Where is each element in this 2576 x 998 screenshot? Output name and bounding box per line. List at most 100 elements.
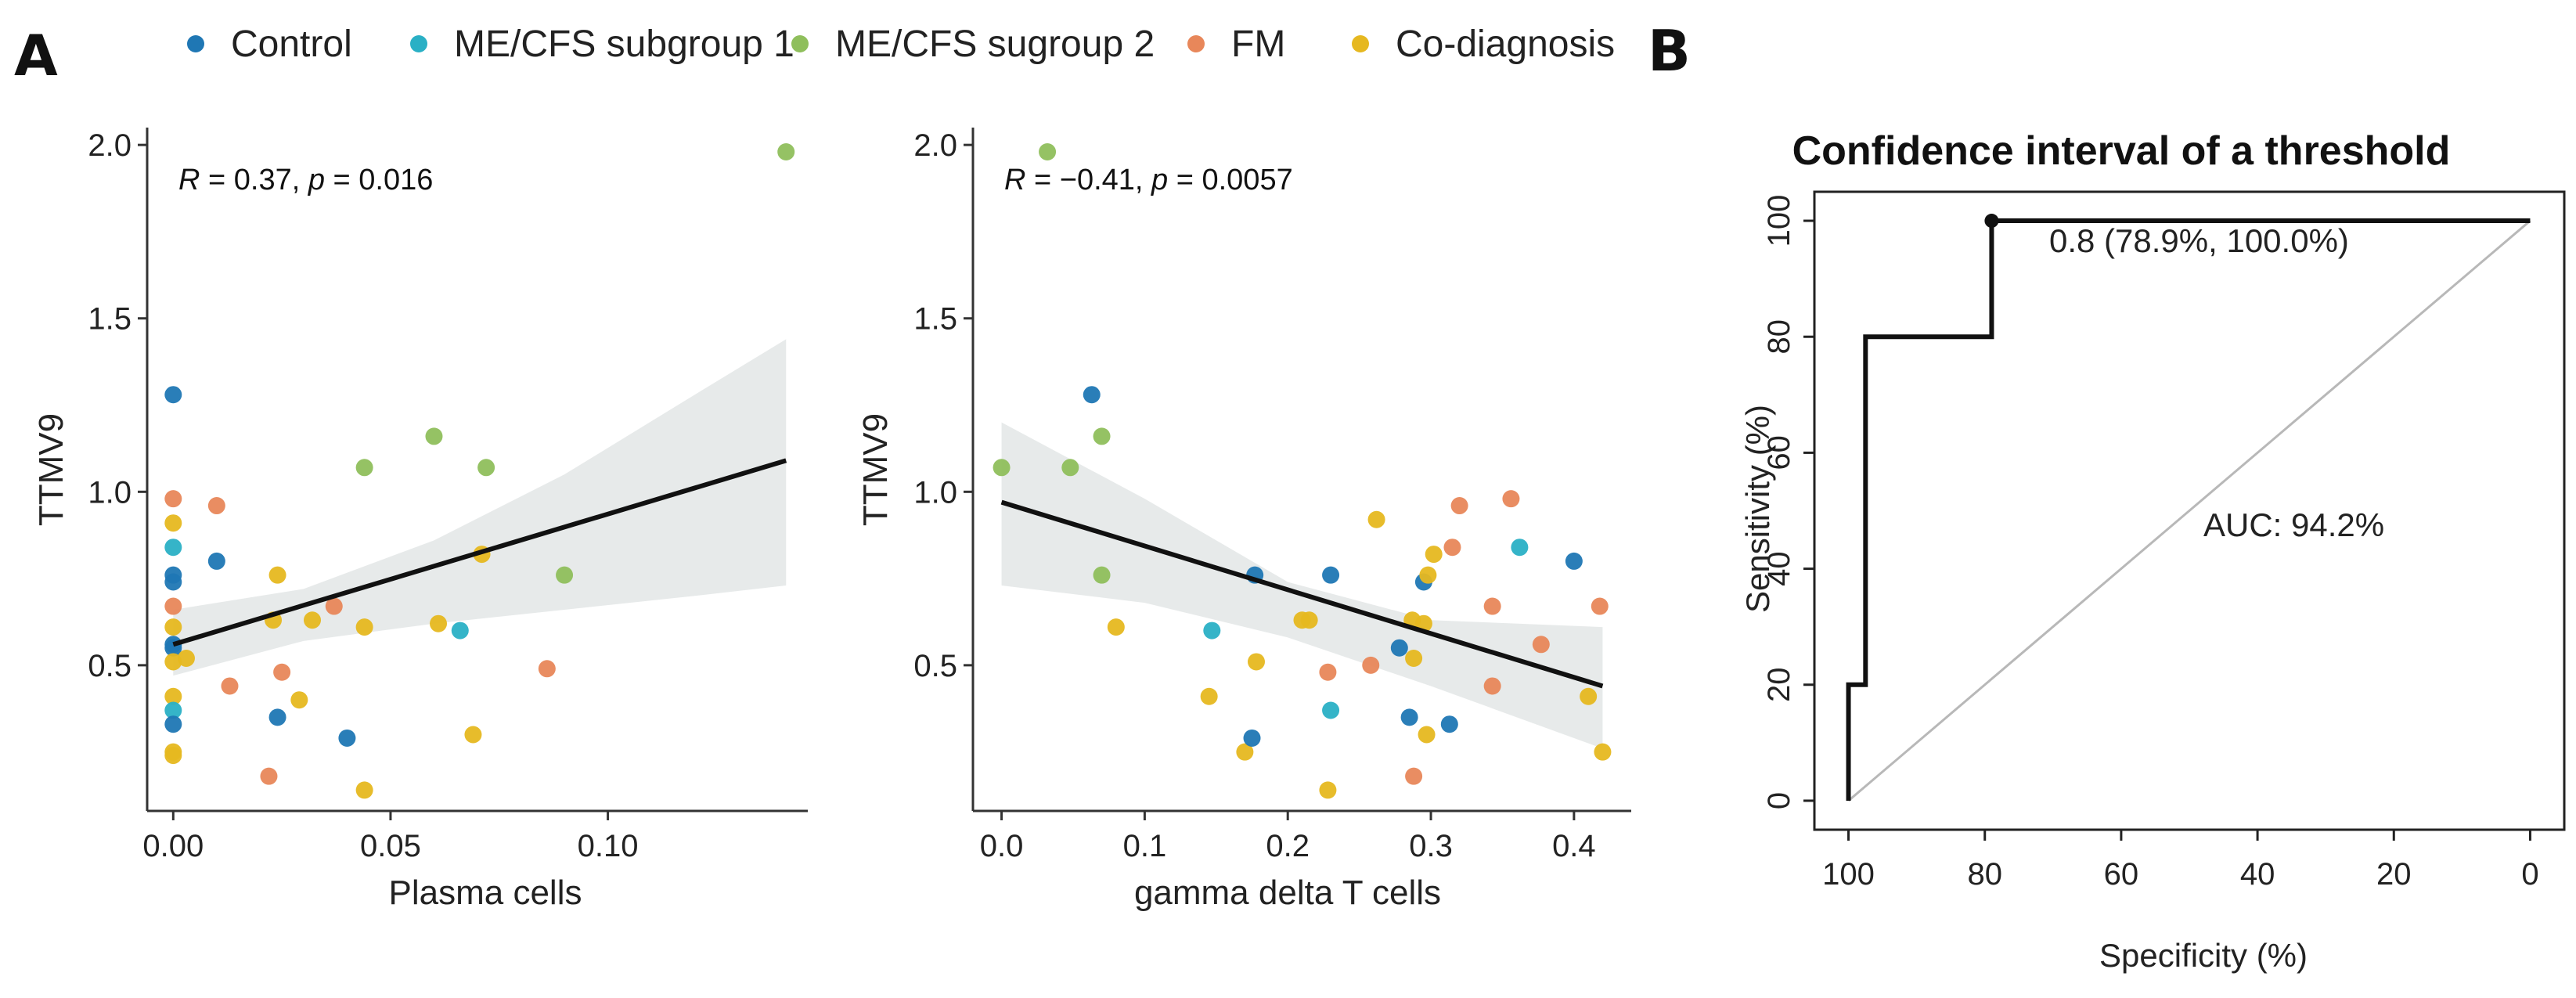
scatter2-point <box>1236 743 1254 761</box>
scatter-plot-gamma-delta: 0.5 1.0 1.5 2.0 0.0 0.1 0.2 0.3 0.4 R = −0.41, p… <box>856 128 1631 912</box>
scatter1-fit-line <box>172 458 787 647</box>
scatter1-point <box>164 573 182 591</box>
roc-threshold-point <box>1984 214 1999 229</box>
scatter1-point <box>338 729 356 747</box>
roc-plot: Confidence interval of a threshold 100 80… <box>1739 128 2566 974</box>
scatter2-confidence-band <box>1001 422 1603 749</box>
scatter1-x-tick-label: 0.00 <box>142 829 204 863</box>
scatter1-annotation: R = 0.37, p = 0.016 <box>178 164 433 196</box>
scatter2-point <box>1400 708 1418 726</box>
roc-y-tick-label: 80 <box>1762 319 1796 355</box>
scatter1-point <box>556 566 574 584</box>
scatter2-point <box>1203 621 1221 640</box>
scatter2-y-axis-title: TTMV9 <box>856 413 895 526</box>
scatter1-y-tick-label: 1.0 <box>88 475 132 510</box>
scatter1-point <box>177 650 195 668</box>
scatter2-y-tick-label: 0.5 <box>913 649 957 683</box>
scatter1-point <box>164 701 182 719</box>
scatter1-point <box>260 767 278 785</box>
scatter2-point <box>1362 656 1380 674</box>
scatter1-y-tick-label: 0.5 <box>88 649 132 683</box>
scatter1-point <box>304 611 321 629</box>
scatter2-p-value: = 0.0057 <box>1168 164 1293 196</box>
scatter1-point <box>451 621 469 640</box>
scatter2-point <box>1322 566 1340 584</box>
scatter1-point <box>477 459 495 477</box>
scatter2-y-tick-label: 1.0 <box>913 475 957 510</box>
panel-a-label: A <box>14 23 58 88</box>
scatter2-point <box>1367 510 1385 528</box>
scatter2-point <box>1594 743 1612 761</box>
panel-b-label: B <box>1648 18 1691 84</box>
roc-reference-diagonal <box>1847 219 2531 802</box>
scatter1-point <box>207 552 225 570</box>
scatter2-r-value: = −0.41, <box>1025 164 1151 196</box>
scatter2-point <box>1419 566 1437 584</box>
scatter2-point <box>1319 781 1337 799</box>
scatter2-point <box>1591 597 1609 615</box>
roc-y-tick-label: 40 <box>1762 551 1796 586</box>
scatter1-point <box>425 427 443 445</box>
legend-swatch-3 <box>1187 35 1205 52</box>
scatter2-y-tick-label: 1.5 <box>913 302 957 337</box>
scatter2-fit-line <box>1000 499 1604 689</box>
scatter2-x-axis-title: gamma delta T cells <box>1134 874 1441 912</box>
scatter1-point <box>355 618 373 636</box>
scatter2-point <box>1405 767 1423 785</box>
legend-swatch-1 <box>410 35 427 52</box>
scatter2-point <box>1107 618 1125 636</box>
scatter2-point <box>1322 701 1340 719</box>
scatter2-point <box>1511 539 1529 557</box>
roc-x-tick-label: 0 <box>2521 857 2538 892</box>
scatter1-point <box>355 781 373 799</box>
scatter2-point <box>1039 143 1057 161</box>
scatter1-x-tick-label: 0.05 <box>360 829 421 863</box>
scatter1-point <box>164 514 182 532</box>
scatter2-point <box>1443 539 1461 557</box>
scatter2-point <box>1300 611 1318 629</box>
scatter2-r-symbol: R <box>1004 164 1025 196</box>
scatter1-point <box>268 708 286 726</box>
scatter1-point <box>355 459 373 477</box>
scatter2-point <box>1390 639 1408 657</box>
scatter1-point <box>221 677 239 695</box>
scatter1-point <box>164 747 182 765</box>
scatter1-point <box>207 497 225 515</box>
roc-x-tick-label: 60 <box>2104 857 2139 892</box>
scatter1-point <box>164 687 182 705</box>
scatter2-x-tick-label: 0.2 <box>1266 829 1310 863</box>
scatter2-x-tick-label: 0.1 <box>1123 829 1167 863</box>
scatter1-point <box>777 143 795 161</box>
scatter2-point <box>1247 653 1265 671</box>
scatter1-confidence-band <box>173 339 787 676</box>
roc-y-tick-label: 0 <box>1762 792 1796 809</box>
scatter2-point <box>993 459 1011 477</box>
roc-x-tick-label: 40 <box>2240 857 2275 892</box>
scatter-plot-plasma-cells: 0.5 1.0 1.5 2.0 0.00 0.05 0.10 R = 0.37, p = 0… <box>32 128 808 912</box>
roc-curve <box>1846 218 2531 801</box>
scatter2-x-tick-label: 0.3 <box>1409 829 1453 863</box>
scatter1-point <box>164 490 182 508</box>
legend: Control ME/CFS subgroup 1 ME/CFS sugroup 2… <box>187 23 1615 65</box>
legend-swatch-4 <box>1352 35 1369 52</box>
scatter1-point <box>538 660 556 678</box>
scatter2-point <box>1093 566 1111 584</box>
scatter2-point <box>1440 715 1458 733</box>
scatter1-point <box>164 653 182 671</box>
scatter1-point <box>290 691 308 709</box>
roc-y-tick-label: 60 <box>1762 435 1796 470</box>
legend-swatch-2 <box>791 35 809 52</box>
roc-frame <box>1813 190 2566 831</box>
roc-y-tick-label: 100 <box>1762 195 1796 247</box>
scatter1-r-value: = 0.37, <box>200 164 308 196</box>
scatter1-p-value: = 0.016 <box>325 164 433 196</box>
scatter2-point <box>1532 636 1550 654</box>
roc-y-tick-label: 20 <box>1762 668 1796 703</box>
roc-x-axis-title: Specificity (%) <box>2099 937 2308 974</box>
legend-swatch-0 <box>187 35 204 52</box>
scatter2-point <box>1502 490 1520 508</box>
scatter1-x-tick-label: 0.10 <box>578 829 639 863</box>
scatter1-point <box>164 597 182 615</box>
scatter1-y-tick-label: 1.5 <box>88 302 132 337</box>
